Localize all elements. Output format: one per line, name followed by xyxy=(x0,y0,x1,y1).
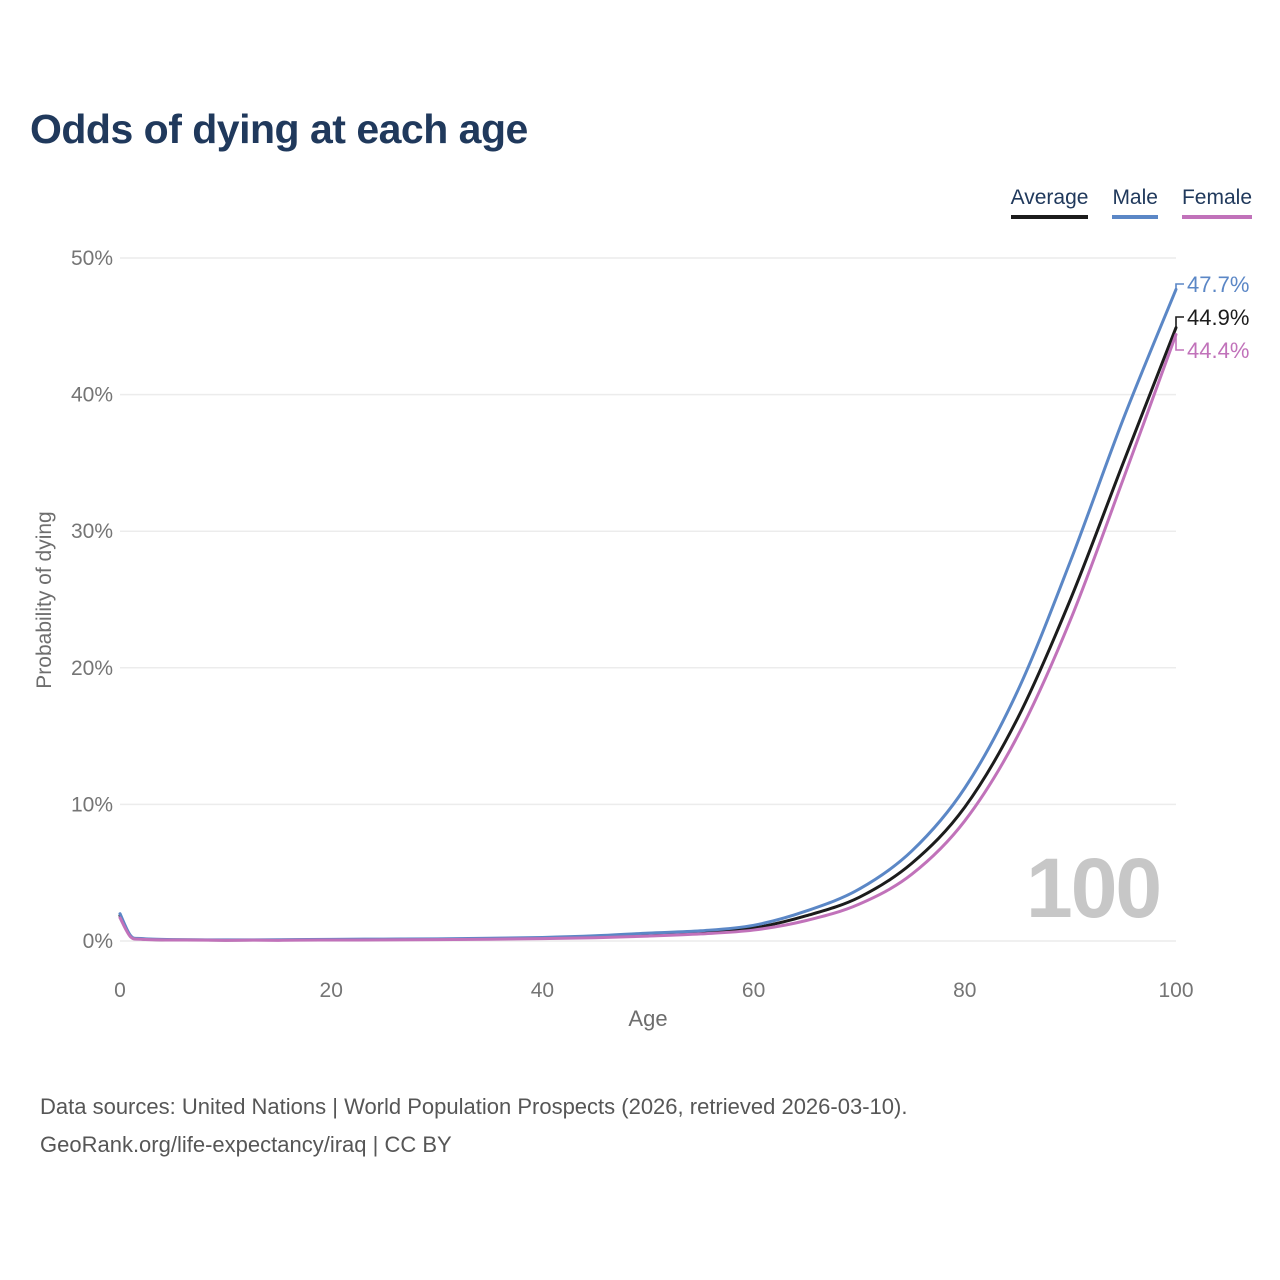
legend-swatch-female xyxy=(1181,215,1252,219)
y-tick-label: 0% xyxy=(83,930,113,953)
x-tick-label: 20 xyxy=(320,979,343,1002)
x-tick-label: 80 xyxy=(953,979,976,1002)
x-tick-label: 100 xyxy=(1158,979,1193,1002)
legend-label-male: Male xyxy=(1112,186,1158,209)
legend-item-male[interactable]: Male xyxy=(1112,186,1158,219)
end-label-connector-average xyxy=(1175,316,1184,328)
y-tick-label: 30% xyxy=(71,520,113,543)
end-value-label-average: 44.9% xyxy=(1187,305,1249,330)
footer-attribution: Data sources: United Nations | World Pop… xyxy=(40,1088,907,1164)
footer-license: GeoRank.org/life-expectancy/iraq | CC BY xyxy=(40,1131,452,1157)
page-title: Odds of dying at each age xyxy=(30,106,528,152)
watermark-age-100: 100 xyxy=(1026,841,1162,935)
legend-item-average[interactable]: Average xyxy=(1010,186,1089,219)
y-tick-label: 50% xyxy=(71,247,113,270)
y-axis-title: Probability of dying xyxy=(33,511,56,689)
footer-data-sources: Data sources: United Nations | World Pop… xyxy=(40,1094,908,1119)
legend-swatch-male xyxy=(1112,215,1158,219)
series-line-female xyxy=(118,332,1178,942)
end-label-connector-male xyxy=(1175,283,1184,290)
end-label-connector-female xyxy=(1175,334,1184,351)
x-axis-title: Age xyxy=(628,1006,668,1031)
legend-label-female: Female xyxy=(1181,186,1252,209)
y-tick-label: 20% xyxy=(71,657,113,680)
end-value-label-male: 47.7% xyxy=(1187,272,1249,297)
series-line-male xyxy=(118,287,1178,942)
y-tick-label: 40% xyxy=(71,384,113,407)
chart-legend: Average Male Female xyxy=(1010,186,1252,219)
legend-swatch-average xyxy=(1010,215,1089,219)
legend-item-female[interactable]: Female xyxy=(1181,186,1252,219)
end-value-label-female: 44.4% xyxy=(1187,338,1249,363)
legend-label-average: Average xyxy=(1010,186,1089,209)
series-line-average xyxy=(118,326,1178,942)
x-tick-label: 0 xyxy=(114,979,126,1002)
x-tick-label: 60 xyxy=(742,979,765,1002)
x-tick-label: 40 xyxy=(531,979,554,1002)
y-tick-label: 10% xyxy=(71,793,113,816)
